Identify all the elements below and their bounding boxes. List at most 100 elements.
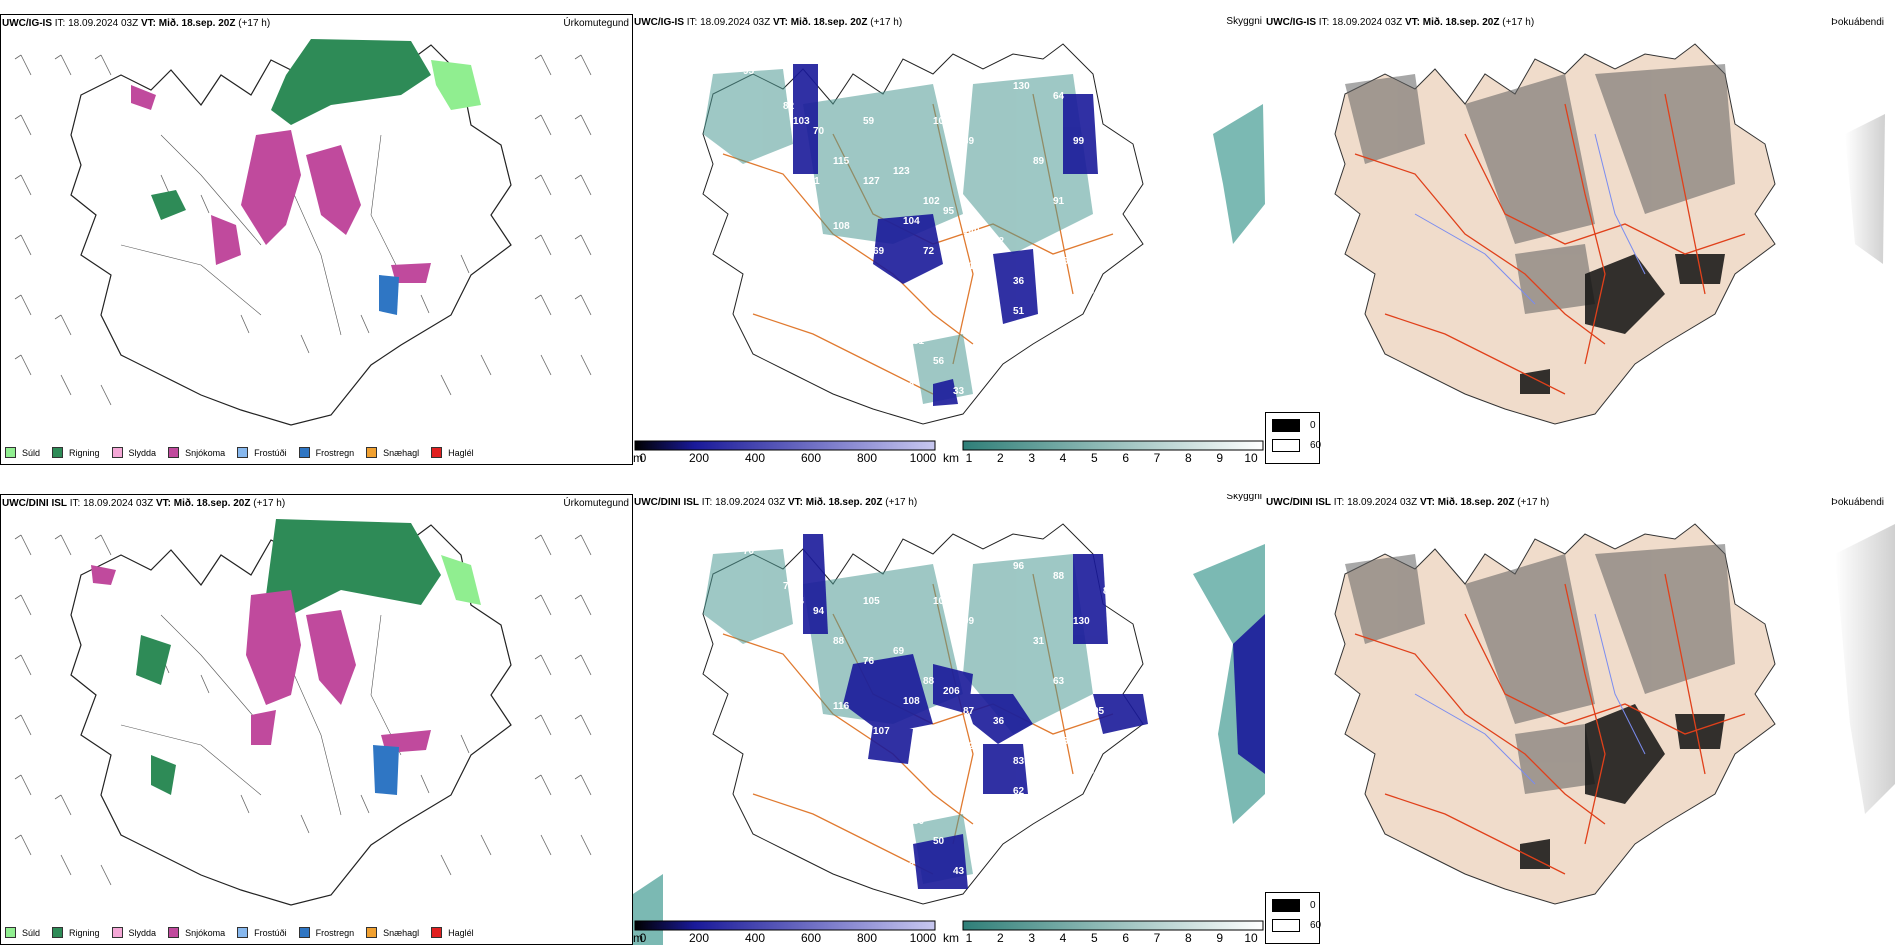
- precip-legend: Súld Rigning Slydda Snjókoma Frostúði Frostre…: [5, 447, 486, 458]
- visibility-value-label: 95: [943, 206, 955, 217]
- colorbar-gradient: [634, 920, 1264, 931]
- very-low-visibility-blue: [803, 534, 1148, 889]
- fog-gray-areas: [1345, 544, 1735, 794]
- visibility-value-label: 123: [893, 166, 910, 177]
- visibility-value-label: 72: [923, 246, 935, 257]
- panel-title: UWC/IG-IS IT: 18.09.2024 03Z VT: Mið. 18…: [1266, 17, 1535, 28]
- visibility-value-label: 104: [903, 216, 920, 227]
- fog-index-map: [1265, 34, 1900, 434]
- legend-item: Frostúði: [237, 447, 287, 458]
- legend-swatch: [5, 447, 16, 458]
- visibility-value-label: 47: [803, 656, 815, 667]
- visibility-value-label: 12: [993, 236, 1005, 247]
- fog-legend-light-swatch: [1272, 439, 1300, 452]
- rain-area: [136, 519, 481, 795]
- legend-swatch: [111, 447, 123, 458]
- colorbar-tick: 1: [965, 451, 973, 465]
- visibility-value-label: 88: [903, 861, 915, 872]
- legend-label: Haglél: [448, 447, 474, 458]
- colorbar-tick: 600: [800, 931, 822, 945]
- legend-label: Haglél: [448, 927, 474, 938]
- colorbar-tick: 800: [856, 451, 878, 465]
- colorbar-gradient: [634, 440, 1264, 451]
- panel-title: UWC/DINI ISL IT: 18.09.2024 03Z VT: Mið.…: [1266, 497, 1550, 508]
- panel-parameter-label: Þokuábendi: [1831, 17, 1884, 28]
- precip-type-map: [14, 519, 592, 945]
- legend-label: Snæhagl: [383, 447, 420, 458]
- visibility-value-label: 91: [1053, 196, 1065, 207]
- visibility-value-label: 69: [873, 246, 885, 257]
- legend-swatch: [168, 447, 180, 458]
- legend-label: Slydda: [128, 927, 157, 938]
- legend-label: Rigning: [69, 447, 100, 458]
- precip-type-map: [14, 39, 592, 465]
- colorbar-tick: 3: [1028, 931, 1035, 945]
- colorbar-tick: 6: [1122, 931, 1129, 945]
- colorbar-tick: 5: [1090, 451, 1098, 465]
- legend-swatch: [111, 927, 123, 938]
- colorbar-tick: 200: [688, 451, 710, 465]
- legend-swatch: [366, 927, 378, 938]
- panel-parameter-label: Skyggni: [1226, 494, 1262, 502]
- colorbar-km-label: km: [943, 451, 959, 465]
- visibility-value-label: 101: [803, 176, 820, 187]
- visibility-value-label: 99: [1073, 136, 1085, 147]
- colorbar-tick: 7: [1153, 931, 1161, 945]
- panel-title: UWC/IG-IS IT: 18.09.2024 03Z VT: Mið. 18…: [634, 17, 903, 28]
- panel-parameter-label: Úrkomutegund: [563, 18, 629, 29]
- legend-item: Slydda: [111, 447, 156, 458]
- visibility-value-label: 59: [863, 116, 875, 127]
- legend-swatch: [298, 447, 310, 458]
- legend-label: Snjókoma: [185, 447, 226, 458]
- precip-legend: Súld Rigning Slydda Snjókoma Frostúði Frostre…: [5, 927, 486, 938]
- visibility-value-label: 206: [943, 686, 960, 697]
- visibility-value-label: 36: [993, 716, 1005, 727]
- visibility-value-label: 80: [913, 816, 925, 827]
- fog-index-map: [1265, 514, 1900, 914]
- visibility-value-label: 81: [913, 336, 925, 347]
- visibility-value-label: 88: [833, 636, 845, 647]
- legend-swatch: [431, 927, 443, 938]
- visibility-value-label: 98: [1083, 766, 1095, 777]
- legend-swatch: [431, 447, 443, 458]
- precip-type-panel-bottom: UWC/DINI ISL IT: 18.09.2024 03Z VT: Mið.…: [0, 494, 633, 945]
- visibility-value-label: 23: [1103, 106, 1115, 117]
- legend-swatch: [5, 927, 16, 938]
- colorbar-m-label: m: [633, 931, 643, 945]
- visibility-value-label: 105: [863, 596, 880, 607]
- visibility-value-label: 88: [1053, 571, 1065, 582]
- visibility-value-label: 81: [1103, 586, 1115, 597]
- visibility-value-label: 115: [833, 156, 850, 167]
- visibility-value-label: 130: [1073, 616, 1090, 627]
- visibility-value-label: 130: [1013, 81, 1030, 92]
- visibility-value-label: 33: [953, 386, 965, 397]
- legend-label: Frostregn: [315, 927, 355, 938]
- freezing-rain-area: [379, 275, 399, 315]
- fog-legend-light-swatch: [1272, 919, 1300, 932]
- rain-area: [151, 39, 481, 220]
- legend-item: Slydda: [111, 927, 157, 938]
- visibility-value-label: 54: [793, 596, 805, 607]
- colorbar-tick: 10: [1244, 451, 1258, 465]
- visibility-value-label: 99: [963, 616, 975, 627]
- legend-item: Snæhagl: [366, 447, 419, 458]
- visibility-colorbar: m 0 200 400 600 800 1000 km 1 2 3 4 5 6 7 8 9 10: [633, 438, 1265, 465]
- legend-item: Frostregn: [298, 927, 355, 938]
- visibility-value-label: 70: [743, 546, 755, 557]
- visibility-value-label: 87: [963, 706, 975, 717]
- visibility-value-label: 70: [813, 126, 825, 137]
- colorbar-tick: 1: [965, 931, 973, 945]
- fog-legend: 0 60: [1265, 892, 1321, 944]
- colorbar-tick: 5: [1090, 931, 1098, 945]
- legend-item: Snjókoma: [168, 447, 225, 458]
- visibility-value-label: 95: [1093, 706, 1105, 717]
- panel-parameter-label: Skyggni: [1226, 16, 1262, 27]
- visibility-value-label: 192: [923, 726, 940, 737]
- visibility-value-label: 62: [1063, 256, 1075, 267]
- legend-label: Snæhagl: [383, 927, 420, 938]
- fog-legend-dark-swatch: [1272, 419, 1300, 432]
- visibility-value-label: 50: [933, 836, 945, 847]
- colorbar-m-label: m: [633, 451, 643, 465]
